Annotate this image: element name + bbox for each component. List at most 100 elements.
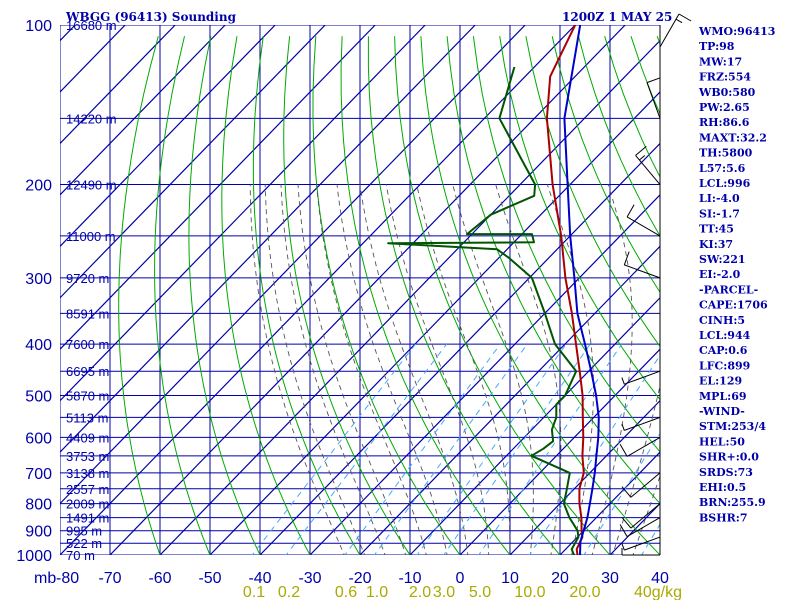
wind-barb-flag xyxy=(623,251,630,266)
isotherm xyxy=(409,296,660,555)
mixing-ratio-label: 2.0 xyxy=(409,584,431,600)
wind-barb xyxy=(624,370,661,385)
mixing-ratio-line xyxy=(528,354,660,555)
pressure-tick-label: 100 xyxy=(25,18,52,35)
isotherm xyxy=(0,25,25,555)
dry-adiabat xyxy=(252,36,361,555)
moist-adiabat xyxy=(280,184,386,555)
index-line: EI:-2.0 xyxy=(699,268,741,281)
mixing-ratio-label: 20.0 xyxy=(569,584,600,600)
pressure-tick-label: 300 xyxy=(25,271,52,288)
mixing-ratio-label: 0.2 xyxy=(278,584,300,600)
mixing-ratio-line xyxy=(478,343,623,555)
wind-barb-half xyxy=(621,423,625,431)
mixing-ratio-line xyxy=(285,343,448,555)
pressure-tick-label: 500 xyxy=(25,388,52,405)
height-label: 16680 m xyxy=(66,18,117,33)
height-label: 5113 m xyxy=(66,410,108,425)
dry-adiabat xyxy=(789,36,800,566)
wind-barb xyxy=(646,82,661,119)
pressure-tick-label: 1000 xyxy=(16,548,52,565)
index-line: PW:2.65 xyxy=(699,101,750,114)
mixing-ratio-label: 10.0 xyxy=(514,584,545,600)
index-line: STM:253/4 xyxy=(699,420,766,433)
temperature-tick-label: -10 xyxy=(398,570,421,587)
pressure-tick-label: 700 xyxy=(25,466,52,483)
moist-adiabat xyxy=(249,184,345,555)
pressure-tick-label: 200 xyxy=(25,178,52,195)
moist-adiabat xyxy=(416,184,511,555)
index-line: TP:98 xyxy=(699,40,735,53)
index-line: WB0:580 xyxy=(698,86,756,99)
height-label: 11000 m xyxy=(66,229,116,244)
temperature-tick-label: -50 xyxy=(198,570,221,587)
isotherm xyxy=(559,451,660,555)
temperature-tick-label: -60 xyxy=(148,570,171,587)
mixing-ratio-label: 1.0 xyxy=(366,584,388,600)
height-label: 9720 m xyxy=(66,271,109,286)
grid-layer xyxy=(0,25,660,555)
wind-barb-flag xyxy=(621,486,632,498)
moist-adiabat xyxy=(385,184,490,555)
index-line: SRDS:73 xyxy=(699,466,753,479)
mixing-ratio-line xyxy=(373,343,528,555)
dry-adiabat xyxy=(118,36,161,555)
wind-barb-flag xyxy=(619,444,628,457)
mixing-ratio-label: 5.0 xyxy=(469,584,491,600)
height-label: 6695 m xyxy=(66,364,109,379)
isotherm xyxy=(60,25,476,453)
profiles-layer xyxy=(387,25,600,555)
temperature-tick-label: -30 xyxy=(298,570,321,587)
wind-barb-half xyxy=(675,18,683,24)
index-line: CINH:5 xyxy=(699,314,745,327)
wind-barb-flag xyxy=(646,77,661,84)
temperature-tick-label: -70 xyxy=(98,570,121,587)
wind-barb xyxy=(630,472,661,498)
index-line: EHI:0.5 xyxy=(699,481,746,494)
wind-barbs-layer xyxy=(619,13,692,556)
index-line: LI:-4.0 xyxy=(699,192,740,205)
mixing-ratio-label: 0.6 xyxy=(335,584,357,600)
height-label: 3753 m xyxy=(66,449,109,464)
isotherm xyxy=(60,25,426,402)
dry-adiabat xyxy=(340,36,511,555)
wind-barb-flag xyxy=(621,516,632,529)
moist-adiabat xyxy=(452,184,534,555)
index-line: MAXT:32.2 xyxy=(699,131,767,144)
height-label: 995 m xyxy=(66,524,102,539)
index-line: L57:5.6 xyxy=(699,162,746,175)
isotherm xyxy=(259,142,660,555)
pressure-tick-label: 900 xyxy=(25,524,52,541)
isotherm xyxy=(60,25,576,555)
wind-barb xyxy=(626,216,661,237)
moist-adiabat xyxy=(264,184,366,555)
height-label: 522 m xyxy=(66,536,102,551)
index-line: LFC:899 xyxy=(699,359,750,372)
height-label: 7600 m xyxy=(66,337,109,352)
temperature-trace xyxy=(545,25,585,555)
index-line: BRN:255.9 xyxy=(699,496,766,509)
pressure-tick-label: 400 xyxy=(25,337,52,354)
temperature-tick-label: 20 xyxy=(551,570,569,587)
dry-adiabat xyxy=(525,36,660,348)
height-label: 2009 m xyxy=(66,497,109,512)
isotherm xyxy=(109,25,626,555)
isotherm xyxy=(60,25,276,248)
index-line: SI:-1.7 xyxy=(699,207,740,220)
mixing-ratio-line xyxy=(443,343,591,555)
wind-barb xyxy=(624,536,661,551)
temperature-tick-label: 0 xyxy=(456,570,465,587)
index-line: EL:129 xyxy=(699,375,742,388)
wind-barb-flag xyxy=(619,524,628,537)
moist-adiabat xyxy=(591,184,633,555)
mixing-ratio-label: 0.1 xyxy=(243,584,265,600)
dry-adiabat xyxy=(472,36,660,453)
dry-adiabat xyxy=(283,36,411,555)
isotherm xyxy=(159,39,660,555)
index-line: TH:5800 xyxy=(699,147,753,160)
height-label: 12490 m xyxy=(66,178,117,193)
pressure-tick-label: 600 xyxy=(25,430,52,447)
wind-barb xyxy=(624,264,661,279)
temperature-tick-label: -80 xyxy=(56,570,79,587)
height-label: 70 m xyxy=(66,548,95,563)
